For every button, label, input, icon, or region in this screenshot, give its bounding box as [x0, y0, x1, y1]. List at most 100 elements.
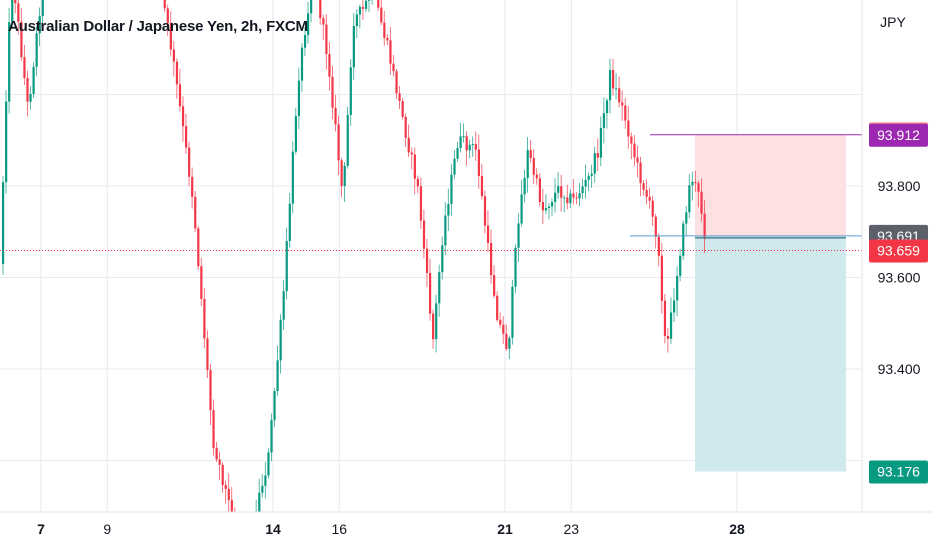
candle-body — [276, 360, 279, 392]
time-tick-label: 23 — [563, 521, 579, 537]
time-axis-panel — [0, 512, 932, 550]
candle-body — [212, 410, 215, 448]
candle-body — [474, 144, 477, 150]
candle-body — [407, 137, 410, 153]
candle-body — [197, 228, 200, 267]
price-tag — [869, 239, 928, 263]
price-tag — [869, 460, 928, 484]
candle-body — [493, 275, 496, 296]
candle-body — [660, 255, 663, 301]
candle-body — [612, 70, 615, 89]
candle-body — [2, 182, 5, 264]
candle-body — [496, 295, 499, 320]
candle-body — [645, 189, 648, 197]
candle-body — [532, 157, 535, 175]
candle-body — [377, 0, 380, 8]
candle-body — [185, 126, 188, 148]
candle-body — [383, 22, 386, 38]
candle-body — [215, 447, 218, 460]
candle-body — [264, 475, 267, 486]
candle-body — [218, 459, 221, 465]
candle-body — [465, 136, 468, 151]
candle-body — [188, 147, 191, 177]
candle-body — [584, 179, 587, 187]
candle-body — [477, 149, 480, 177]
candle-body — [621, 102, 624, 106]
candle-body — [615, 88, 618, 90]
candle-body — [535, 174, 538, 179]
chart-title: Australian Dollar / Japanese Yen, 2h, FX… — [8, 18, 308, 35]
candle-body — [429, 272, 432, 314]
candle-body — [328, 54, 331, 77]
price-tag-label: 93.912 — [877, 127, 920, 143]
candle-body — [273, 391, 276, 421]
candle-body — [541, 202, 545, 211]
candle-body — [334, 107, 337, 125]
candle-body — [673, 300, 676, 313]
candle-body — [285, 241, 288, 292]
candle-body — [456, 148, 459, 159]
candle-body — [547, 206, 551, 208]
candle-body — [563, 197, 566, 199]
candle-body — [279, 319, 282, 361]
candle-body — [459, 136, 462, 149]
candle-body — [343, 165, 346, 186]
price-axis-panel — [862, 0, 932, 550]
candle-body — [447, 204, 450, 216]
time-tick-label: 9 — [103, 521, 111, 537]
candle-body — [551, 202, 554, 207]
candle-body — [566, 197, 569, 204]
candle-body — [26, 77, 29, 102]
candle-body — [17, 3, 20, 22]
candle-body — [297, 80, 301, 117]
candle-body — [20, 21, 23, 58]
candle-body — [267, 452, 270, 476]
candle-body — [694, 181, 697, 184]
price-tick-label: 93.400 — [878, 361, 921, 377]
candle-body — [523, 178, 526, 195]
candle-body — [221, 464, 224, 486]
candle-body — [392, 63, 395, 72]
candle-body — [554, 192, 557, 203]
candle-body — [355, 14, 358, 26]
candle-body — [32, 66, 35, 94]
candle-body — [432, 313, 435, 340]
candle-body — [227, 488, 230, 500]
candle-body — [596, 153, 599, 158]
candle-body — [422, 220, 426, 249]
candle-body — [618, 88, 621, 103]
price-tag — [869, 123, 928, 147]
candle-body — [486, 225, 490, 244]
candle-body — [322, 18, 325, 25]
candle-body — [502, 324, 505, 334]
candle-body — [581, 186, 584, 194]
candle-body — [587, 175, 590, 180]
candle-body — [483, 196, 487, 226]
candle-body — [468, 144, 471, 151]
candle-body — [608, 70, 612, 101]
candle-body — [602, 113, 606, 128]
candle-body — [395, 71, 398, 94]
time-tick-label: 7 — [37, 521, 45, 537]
candle-body — [398, 93, 401, 102]
candle-body — [697, 183, 700, 192]
candle-body — [633, 143, 636, 158]
candle-body — [410, 152, 413, 155]
candle-body — [203, 298, 206, 339]
candle-body — [651, 200, 654, 217]
candle-body — [310, 0, 313, 14]
candle-body — [5, 101, 8, 183]
candle-body — [438, 272, 441, 304]
candle-body — [425, 248, 429, 273]
candle-body — [224, 485, 227, 489]
candle-body — [404, 116, 407, 138]
candle-body — [688, 185, 691, 213]
candle-body — [307, 13, 310, 36]
candle-body — [230, 499, 233, 522]
candle-body — [209, 370, 212, 411]
candle-body — [669, 312, 673, 339]
candle-body — [340, 160, 343, 186]
candle-body — [682, 223, 685, 256]
